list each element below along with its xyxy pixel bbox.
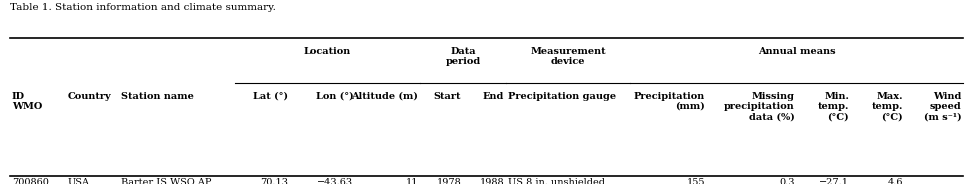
Text: Country: Country — [67, 92, 111, 101]
Text: Measurement
device: Measurement device — [530, 47, 606, 66]
Text: USA: USA — [67, 178, 90, 184]
Text: Wind
speed
(m s⁻¹): Wind speed (m s⁻¹) — [923, 92, 961, 121]
Text: End: End — [483, 92, 504, 101]
Text: Barter IS WSO AP: Barter IS WSO AP — [122, 178, 212, 184]
Text: ID
WMO: ID WMO — [12, 92, 42, 111]
Text: 1988: 1988 — [480, 178, 504, 184]
Text: Lon (°): Lon (°) — [315, 92, 353, 101]
Text: 4.6: 4.6 — [887, 178, 903, 184]
Text: Station name: Station name — [122, 92, 195, 101]
Text: 155: 155 — [687, 178, 705, 184]
Text: 0.3: 0.3 — [779, 178, 795, 184]
Text: 700860: 700860 — [12, 178, 49, 184]
Text: 11: 11 — [406, 178, 418, 184]
Text: Min.
temp.
(°C): Min. temp. (°C) — [817, 92, 848, 121]
Text: −43.63: −43.63 — [317, 178, 353, 184]
Text: Altitude (m): Altitude (m) — [351, 92, 418, 101]
Text: Table 1. Station information and climate summary.: Table 1. Station information and climate… — [10, 3, 275, 12]
Text: Annual means: Annual means — [758, 47, 836, 56]
Text: Start: Start — [434, 92, 461, 101]
Text: Precipitation gauge: Precipitation gauge — [508, 92, 616, 101]
Text: US 8 in. unshielded: US 8 in. unshielded — [508, 178, 605, 184]
Text: 1978: 1978 — [437, 178, 461, 184]
Text: Data
period: Data period — [446, 47, 481, 66]
Text: Missing
precipitation
data (%): Missing precipitation data (%) — [724, 92, 795, 121]
Text: 70.13: 70.13 — [261, 178, 288, 184]
Text: −27.1: −27.1 — [819, 178, 848, 184]
Text: Location: Location — [304, 47, 351, 56]
Text: Precipitation
(mm): Precipitation (mm) — [633, 92, 705, 111]
Text: Lat (°): Lat (°) — [254, 92, 288, 101]
Text: Max.
temp.
(°C): Max. temp. (°C) — [872, 92, 903, 121]
